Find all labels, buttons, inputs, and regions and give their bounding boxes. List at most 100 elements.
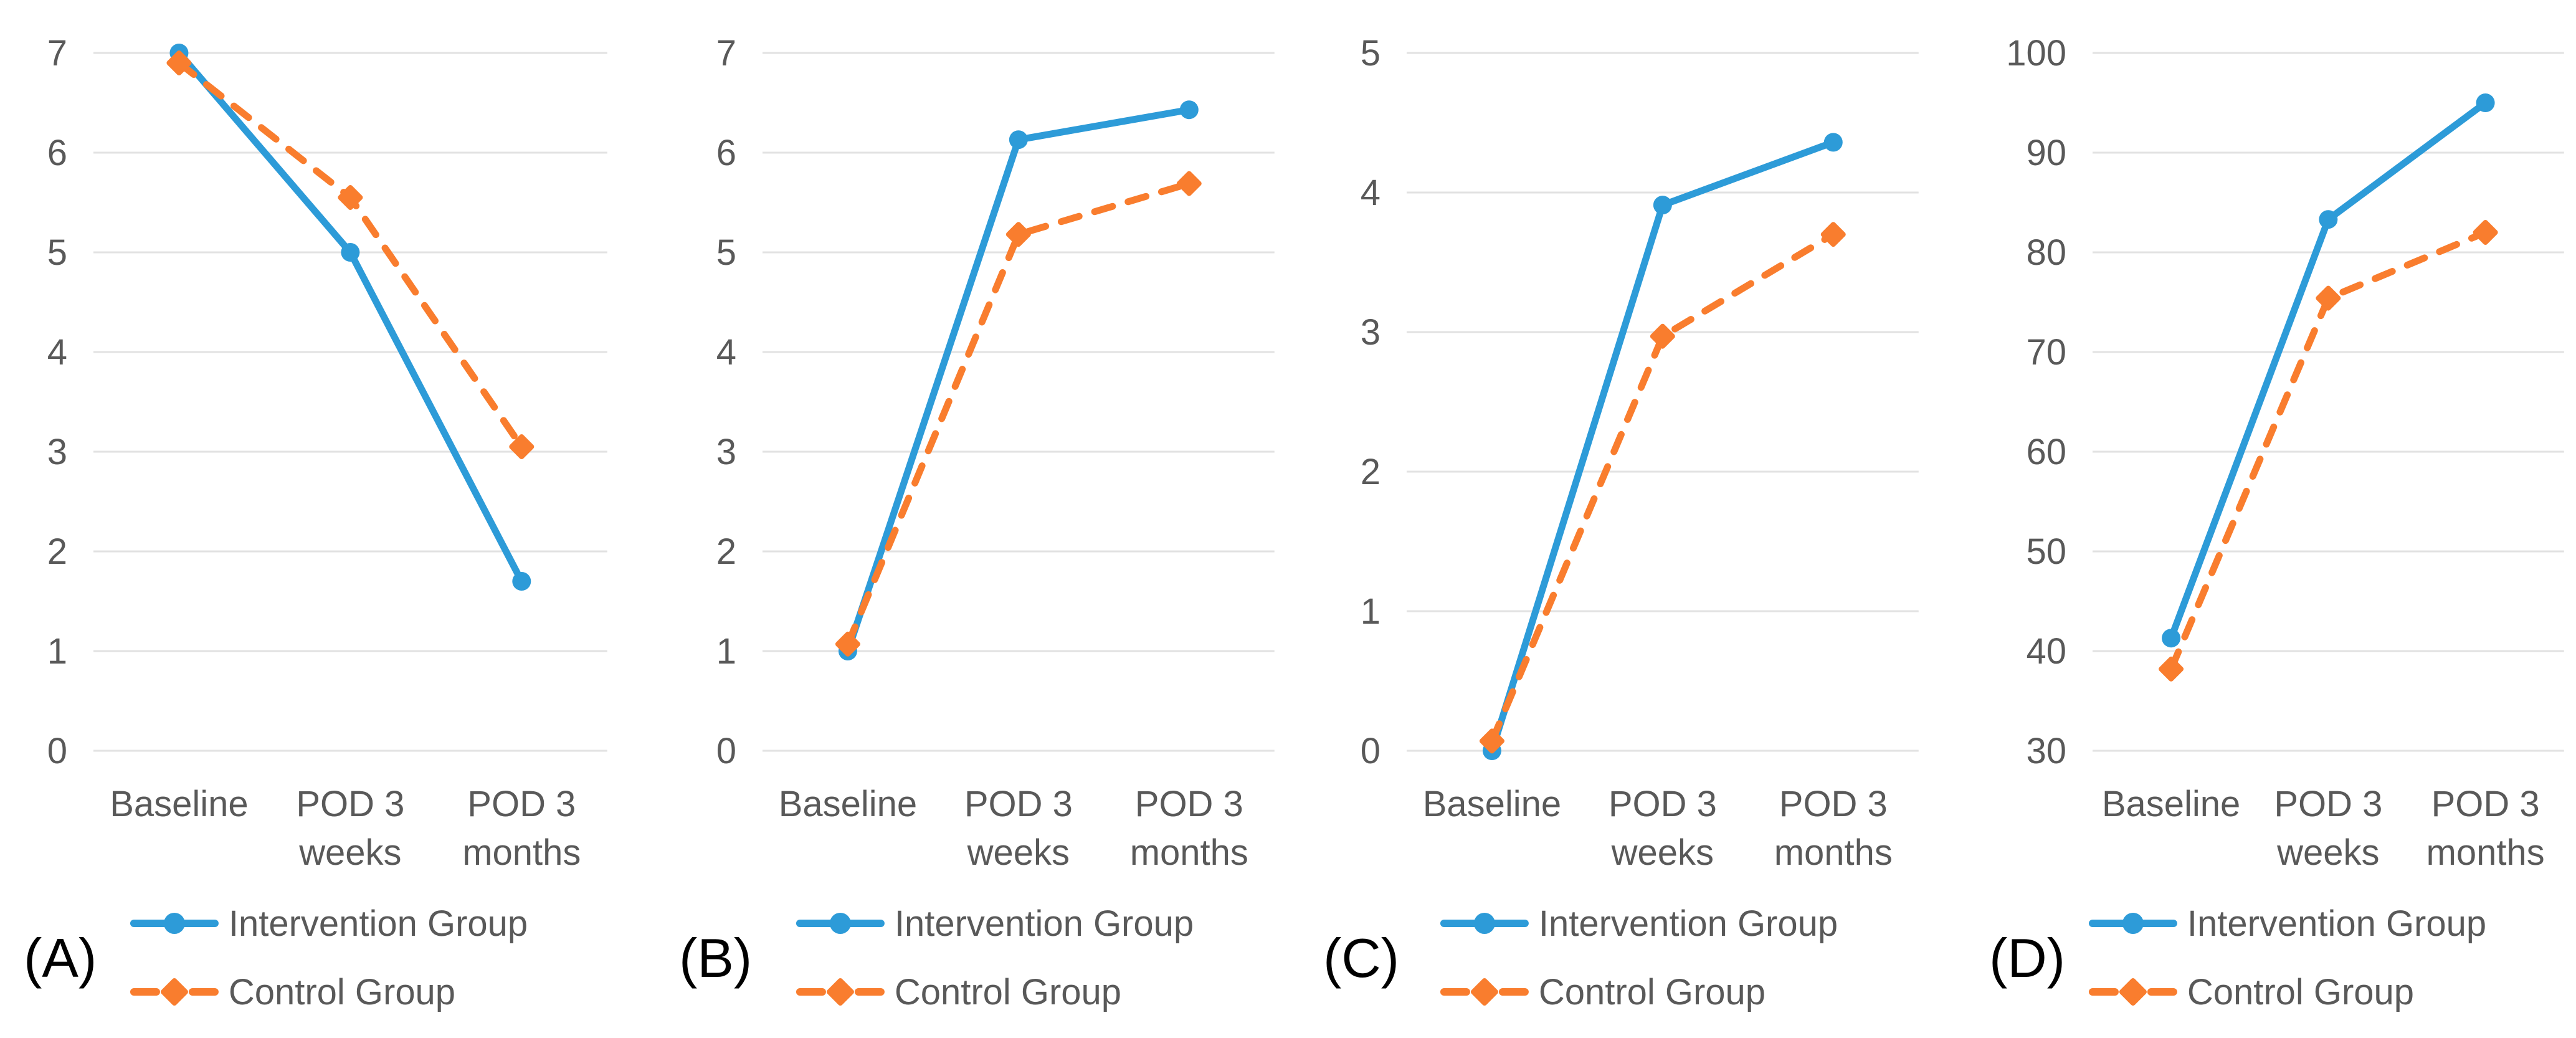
control-line	[844, 180, 1193, 648]
y-tick-label: 3	[47, 432, 67, 472]
x-tick-label: POD 3	[1779, 784, 1887, 824]
legend-circle-marker	[1473, 913, 1495, 934]
legend-circle-marker	[2122, 913, 2144, 934]
y-tick-label: 5	[716, 233, 736, 273]
control-marker	[1005, 222, 1031, 247]
legend-label: Control Group	[2187, 973, 2414, 1012]
control-marker	[509, 434, 535, 459]
y-tick-label: 2	[1360, 452, 1380, 492]
intervention-marker	[341, 243, 360, 262]
panel-label: (A)	[24, 927, 97, 989]
chart-a: 0 1 2 3 4 5 6 7 Baseline POD 3 weeks POD 3 months Int…	[24, 34, 607, 1012]
y-tick-label: 90	[2027, 133, 2066, 173]
y-tick-label: 60	[2027, 432, 2066, 472]
y-tick-label: 6	[47, 133, 67, 173]
legend-item-intervention: Intervention Group	[130, 904, 528, 944]
y-tick-label: 7	[716, 34, 736, 74]
x-tick-label: months	[1774, 833, 1892, 873]
x-tick-label: weeks	[298, 833, 401, 873]
intervention-marker	[1653, 196, 1672, 215]
intervention-marker	[512, 572, 531, 591]
y-tick-label: 1	[716, 632, 736, 672]
legend-item-intervention: Intervention Group	[796, 904, 1194, 944]
x-tick-label: POD 3	[296, 784, 404, 824]
y-tick-label: 50	[2027, 532, 2066, 572]
y-tick-label: 0	[716, 731, 736, 771]
control-marker	[2159, 656, 2184, 682]
legend-diamond-marker	[826, 978, 854, 1006]
x-tick-label: POD 3	[2274, 784, 2383, 824]
legend-diamond-marker	[1470, 978, 1498, 1006]
x-tick-label: POD 3	[1135, 784, 1243, 824]
y-tick-label: 2	[716, 532, 736, 572]
panel-label: (D)	[1989, 927, 2065, 989]
y-tick-label: 3	[716, 432, 736, 472]
y-tick-label: 80	[2027, 233, 2066, 273]
legend-label: Intervention Group	[229, 904, 528, 944]
intervention-marker	[2162, 629, 2181, 648]
control-marker	[835, 631, 860, 657]
y-tick-label: 30	[2027, 731, 2066, 771]
control-marker	[2473, 220, 2498, 245]
intervention-line	[1488, 138, 1837, 755]
x-tick-label: Baseline	[1422, 784, 1561, 824]
legend-item-intervention: Intervention Group	[2089, 904, 2486, 944]
y-tick-label: 3	[1360, 313, 1380, 353]
legend-item-control: Control Group	[796, 973, 1121, 1012]
x-tick-label: weeks	[966, 833, 1069, 873]
x-tick-label: POD 3	[2431, 784, 2540, 824]
intervention-line	[175, 49, 525, 585]
legend-circle-marker	[829, 913, 851, 934]
y-tick-label: 5	[1360, 34, 1380, 74]
intervention-marker	[1823, 133, 1843, 152]
y-tick-label: 1	[47, 632, 67, 672]
panel-label: (C)	[1323, 927, 1399, 989]
intervention-marker	[2476, 93, 2495, 112]
legend-label: Intervention Group	[895, 904, 1194, 944]
x-tick-label: Baseline	[110, 784, 248, 824]
chart-c: 0 1 2 3 4 5 Baseline POD 3 weeks POD 3 months Inter…	[1323, 34, 1919, 1012]
x-tick-label: months	[2426, 833, 2545, 873]
control-marker	[1650, 323, 1675, 349]
control-marker	[2316, 285, 2341, 311]
panel-d: 30 40 50 60 70 80 90 100 Baseline POD 3 weeks POD 3…	[1932, 0, 2576, 1038]
x-tick-label: months	[1129, 833, 1248, 873]
panel-c: 0 1 2 3 4 5 Baseline POD 3 weeks POD 3 months Inter…	[1288, 0, 1932, 1038]
x-tick-label: Baseline	[2102, 784, 2240, 824]
y-tick-label: 5	[47, 233, 67, 273]
x-tick-label: POD 3	[1608, 784, 1716, 824]
chart-b: 0 1 2 3 4 5 6 7 Baseline POD 3 weeks POD 3 months Int…	[679, 34, 1275, 1012]
legend-diamond-marker	[2119, 978, 2147, 1006]
legend-label: Intervention Group	[1538, 904, 1837, 944]
legend-label: Control Group	[229, 973, 455, 1012]
y-tick-label: 100	[2006, 34, 2066, 74]
legend-item-control: Control Group	[130, 973, 455, 1012]
legend-diamond-marker	[160, 978, 188, 1006]
panel-b: 0 1 2 3 4 5 6 7 Baseline POD 3 weeks POD 3 months Int…	[644, 0, 1288, 1038]
x-tick-label: months	[462, 833, 581, 873]
y-tick-label: 70	[2027, 333, 2066, 373]
legend-item-intervention: Intervention Group	[1440, 904, 1838, 944]
control-marker	[1479, 728, 1504, 754]
y-tick-label: 4	[47, 333, 67, 373]
legend-label: Intervention Group	[2187, 904, 2486, 944]
legend-item-control: Control Group	[2089, 973, 2414, 1012]
x-tick-label: POD 3	[467, 784, 576, 824]
control-marker	[1176, 171, 1202, 196]
control-marker	[1820, 222, 1846, 247]
panel-a: 0 1 2 3 4 5 6 7 Baseline POD 3 weeks POD 3 months Int…	[0, 0, 644, 1038]
y-tick-label: 0	[47, 731, 67, 771]
panel-label: (B)	[679, 927, 752, 989]
y-tick-label: 40	[2027, 632, 2066, 672]
y-tick-label: 0	[1360, 731, 1380, 771]
y-tick-label: 4	[716, 333, 736, 373]
x-tick-label: POD 3	[964, 784, 1073, 824]
chart-d: 30 40 50 60 70 80 90 100 Baseline POD 3 weeks POD 3…	[1989, 34, 2565, 1012]
y-tick-label: 1	[1360, 592, 1380, 632]
x-tick-label: weeks	[1610, 833, 1713, 873]
intervention-marker	[1179, 100, 1199, 120]
y-tick-label: 2	[47, 532, 67, 572]
control-line	[1488, 231, 1837, 745]
intervention-line	[844, 106, 1193, 655]
